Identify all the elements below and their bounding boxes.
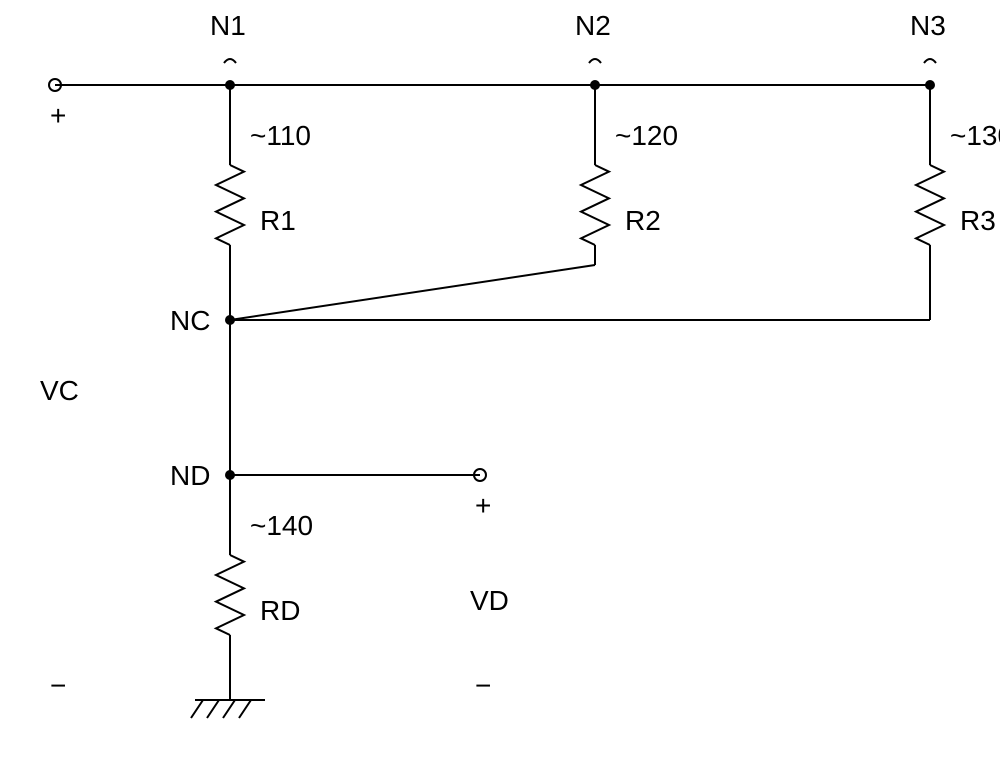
terminal-sign-vc-plus: + <box>50 100 66 131</box>
node-NC <box>225 315 235 325</box>
node-N3 <box>925 80 935 90</box>
resistor-R3 <box>916 165 944 245</box>
node-ND <box>225 470 235 480</box>
components-layer <box>191 165 944 718</box>
wire-segment <box>589 59 601 63</box>
node-label-NC: NC <box>170 305 210 336</box>
node-label-N1: N1 <box>210 10 246 41</box>
circuit-schematic: ~110 R1 ~120 R2 ~130 R3 ~140 RD N1 N2 N3 NC ND + + VC VD… <box>0 0 1000 775</box>
ref-110: ~110 <box>250 120 311 151</box>
wire-segment <box>230 265 595 320</box>
vlabel-VD: VD <box>470 585 509 616</box>
label-RD: RD <box>260 595 300 626</box>
wire-segment <box>223 700 235 718</box>
wire-segment <box>191 700 203 718</box>
wire-segment <box>207 700 219 718</box>
vlabel-VC_minus: − <box>50 670 66 701</box>
ref-140: ~140 <box>250 510 313 541</box>
node-label-ND: ND <box>170 460 210 491</box>
label-R2: R2 <box>625 205 661 236</box>
node-N2 <box>590 80 600 90</box>
nodes-layer <box>225 80 935 480</box>
resistor-RD <box>216 555 244 635</box>
ref-130: ~130 <box>950 120 1000 151</box>
resistor-R2 <box>581 165 609 245</box>
vlabel-VD_minus: − <box>475 670 491 701</box>
terminal-sign-vd-plus: + <box>475 490 491 521</box>
wire-segment <box>239 700 251 718</box>
node-N1 <box>225 80 235 90</box>
wire-segment <box>924 59 936 63</box>
resistor-R1 <box>216 165 244 245</box>
labels-layer: ~110 R1 ~120 R2 ~130 R3 ~140 RD N1 N2 N3 NC ND + + VC VD… <box>40 10 1000 701</box>
node-label-N3: N3 <box>910 10 946 41</box>
label-R1: R1 <box>260 205 296 236</box>
wire-segment <box>224 59 236 63</box>
label-R3: R3 <box>960 205 996 236</box>
node-label-N2: N2 <box>575 10 611 41</box>
ref-120: ~120 <box>615 120 678 151</box>
vlabel-VC: VC <box>40 375 79 406</box>
